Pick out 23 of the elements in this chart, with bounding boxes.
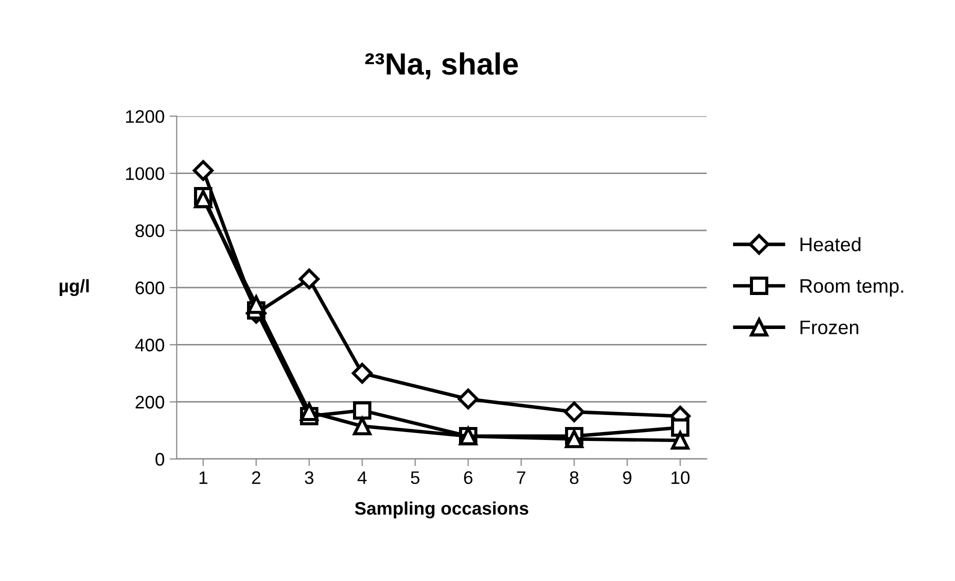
x-tick-label: 2: [252, 471, 260, 484]
y-axis-title: µg/l: [60, 279, 89, 296]
y-tick-label: 200: [136, 396, 164, 409]
x-tick-label: 6: [464, 471, 472, 484]
y-tick-label: 400: [135, 338, 164, 352]
x-tick-label: 7: [517, 471, 526, 484]
x-tick-label: 9: [623, 471, 632, 484]
legend-label: Heated: [800, 237, 860, 252]
x-axis-title: Sampling occasions: [354, 502, 528, 518]
x-tick-label: 10: [672, 471, 690, 484]
y-tick-label: 0: [156, 452, 164, 466]
chart-title: ²³Na, shale: [365, 52, 518, 80]
legend-label: Room temp.: [800, 279, 904, 297]
x-tick-label: 8: [570, 471, 578, 484]
x-tick-label: 1: [200, 471, 208, 484]
x-tick-label: 4: [358, 471, 367, 484]
y-tick-label: 1200: [126, 110, 164, 123]
legend-label: Frozen: [800, 320, 858, 334]
x-tick-label: 5: [410, 471, 420, 484]
y-tick-label: 800: [136, 224, 164, 238]
x-tick-label: 3: [304, 471, 314, 484]
y-tick-label: 600: [136, 282, 164, 294]
y-tick-label: 1000: [126, 167, 164, 180]
